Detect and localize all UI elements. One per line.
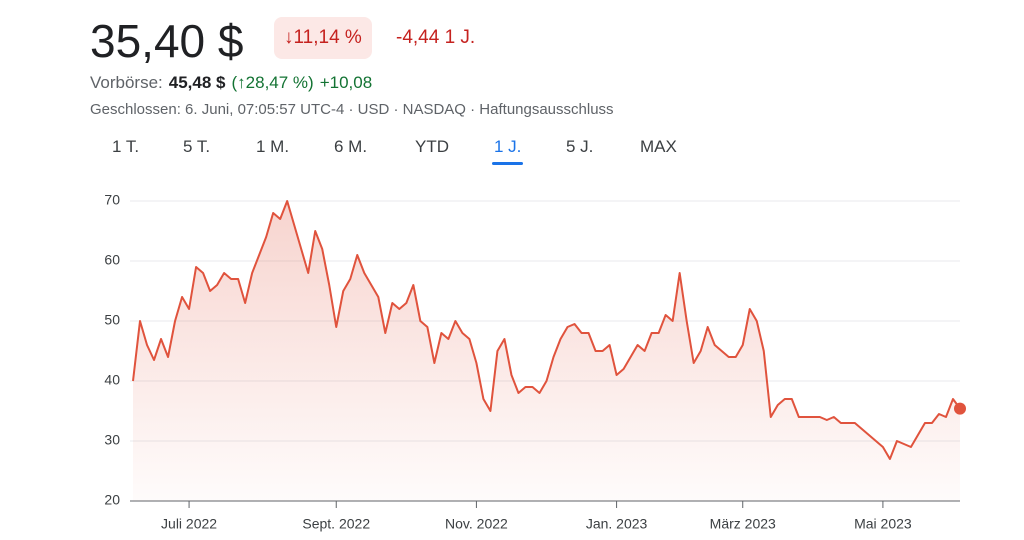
range-tab[interactable]: 5 J. (566, 137, 594, 156)
range-tab[interactable]: YTD (415, 137, 449, 156)
range-tab[interactable]: 1 T. (112, 137, 140, 156)
range-tab[interactable]: 1 M. (256, 137, 290, 156)
x-tick-label: Mai 2023 (854, 516, 912, 532)
price-line (132, 200, 961, 460)
x-tick-label: Jan. 2023 (586, 516, 648, 532)
range-tab[interactable]: 6 M. (334, 137, 368, 156)
y-tick-label: 40 (104, 372, 120, 388)
premarket-percent: (↑28,47 %) (231, 73, 314, 92)
y-tick-label: 70 (104, 192, 120, 208)
premarket-price: 45,48 $ (168, 73, 226, 92)
x-tick-label: März 2023 (710, 516, 776, 532)
y-tick-label: 60 (104, 252, 120, 268)
area-fill (133, 201, 960, 501)
range-tab[interactable]: 5 T. (183, 137, 211, 156)
y-tick-label: 30 (104, 432, 120, 448)
last-point (954, 402, 966, 415)
premarket-label: Vorbörse: (90, 73, 163, 92)
meta-info: Geschlossen: 6. Juni, 07:05:57 UTC-4 · U… (90, 101, 614, 118)
x-tick-label: Juli 2022 (161, 516, 217, 532)
premarket-absolute: +10,08 (319, 73, 373, 92)
range-tab[interactable]: MAX (640, 137, 677, 156)
x-tick-label: Nov. 2022 (445, 516, 508, 532)
y-tick-label: 50 (104, 312, 120, 328)
premarket: Vorbörse: 45,48 $ (↑28,47 %) +10,08 (90, 73, 372, 93)
y-tick-label: 20 (104, 492, 120, 508)
range-tab[interactable]: 1 J. (491, 137, 524, 165)
x-tick-label: Sept. 2022 (302, 516, 370, 532)
change-percent: ↓11,14 % (274, 17, 372, 59)
change-absolute: -4,44 1 J. (396, 27, 476, 48)
price: 35,40 $ (90, 15, 244, 67)
